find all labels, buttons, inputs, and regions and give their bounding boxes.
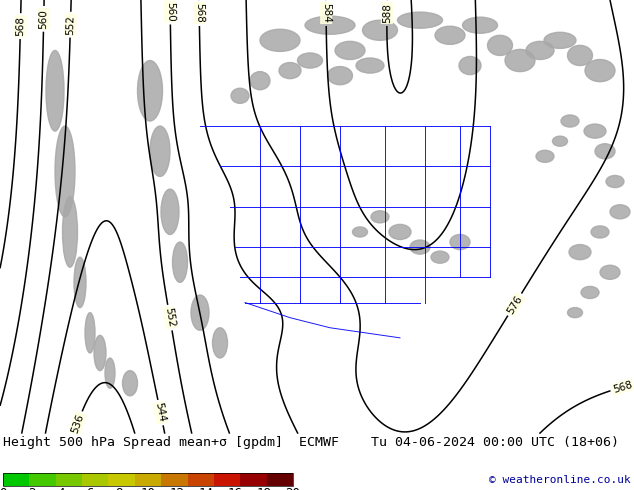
Ellipse shape: [363, 20, 398, 40]
Ellipse shape: [462, 17, 498, 33]
Text: 568: 568: [194, 3, 204, 23]
Text: 6: 6: [86, 488, 94, 490]
Bar: [82, 473, 108, 486]
Ellipse shape: [450, 235, 470, 249]
Text: 584: 584: [321, 3, 331, 23]
Ellipse shape: [431, 251, 449, 263]
Ellipse shape: [63, 196, 77, 267]
Text: 12: 12: [169, 488, 184, 490]
Ellipse shape: [459, 56, 481, 74]
Ellipse shape: [356, 58, 384, 73]
Ellipse shape: [305, 16, 355, 34]
Text: 576: 576: [505, 294, 524, 316]
Ellipse shape: [561, 115, 579, 127]
Ellipse shape: [552, 136, 567, 146]
Text: 552: 552: [65, 15, 75, 35]
Ellipse shape: [161, 189, 179, 235]
Ellipse shape: [55, 126, 75, 217]
Ellipse shape: [435, 26, 465, 45]
Ellipse shape: [260, 29, 300, 51]
Ellipse shape: [74, 257, 86, 308]
Ellipse shape: [250, 72, 270, 90]
Bar: [29, 473, 56, 486]
Bar: [267, 473, 293, 486]
Ellipse shape: [488, 35, 512, 55]
Ellipse shape: [569, 245, 591, 260]
Ellipse shape: [122, 370, 138, 396]
Ellipse shape: [595, 144, 615, 159]
Ellipse shape: [567, 308, 583, 318]
Ellipse shape: [389, 224, 411, 240]
Ellipse shape: [526, 41, 554, 59]
Ellipse shape: [94, 335, 106, 370]
Text: 0: 0: [0, 488, 7, 490]
Ellipse shape: [371, 211, 389, 223]
Text: 18: 18: [257, 488, 271, 490]
Text: 560: 560: [165, 1, 176, 22]
Ellipse shape: [410, 240, 430, 254]
Text: 2: 2: [29, 488, 36, 490]
Text: © weatheronline.co.uk: © weatheronline.co.uk: [489, 475, 631, 485]
Ellipse shape: [585, 59, 615, 82]
Ellipse shape: [191, 295, 209, 330]
Text: 552: 552: [164, 307, 176, 328]
Text: 544: 544: [153, 402, 167, 423]
Text: 14: 14: [198, 488, 214, 490]
Ellipse shape: [46, 50, 64, 131]
Text: 8: 8: [115, 488, 123, 490]
Ellipse shape: [544, 32, 576, 49]
Ellipse shape: [567, 46, 593, 66]
Bar: [161, 473, 188, 486]
Bar: [3, 473, 29, 486]
Text: 10: 10: [141, 488, 155, 490]
Ellipse shape: [600, 265, 620, 279]
Ellipse shape: [150, 126, 170, 176]
Text: 16: 16: [228, 488, 242, 490]
Ellipse shape: [138, 60, 162, 121]
Text: Height 500 hPa Spread mean+σ [gpdm]  ECMWF    Tu 04-06-2024 00:00 UTC (18+06): Height 500 hPa Spread mean+σ [gpdm] ECMW…: [3, 436, 619, 449]
Ellipse shape: [328, 67, 353, 85]
Ellipse shape: [172, 242, 188, 282]
Ellipse shape: [591, 226, 609, 238]
Ellipse shape: [105, 358, 115, 388]
Ellipse shape: [353, 227, 368, 237]
Ellipse shape: [581, 287, 599, 298]
Bar: [188, 473, 214, 486]
Text: 568: 568: [15, 16, 26, 36]
Bar: [214, 473, 240, 486]
Text: 568: 568: [612, 379, 634, 394]
Ellipse shape: [279, 63, 301, 79]
Bar: [135, 473, 161, 486]
Ellipse shape: [606, 175, 624, 188]
Text: 588: 588: [382, 3, 392, 23]
Ellipse shape: [536, 150, 554, 162]
Bar: [108, 473, 135, 486]
Ellipse shape: [231, 88, 249, 103]
Ellipse shape: [610, 205, 630, 219]
Bar: [3, 473, 293, 486]
Text: 20: 20: [285, 488, 301, 490]
Text: 560: 560: [39, 9, 49, 29]
Bar: [56, 473, 82, 486]
Ellipse shape: [584, 124, 606, 138]
Text: 536: 536: [70, 413, 86, 435]
Ellipse shape: [212, 328, 228, 358]
Ellipse shape: [297, 53, 323, 68]
Text: 4: 4: [57, 488, 65, 490]
Ellipse shape: [85, 313, 95, 353]
Ellipse shape: [398, 12, 443, 28]
Ellipse shape: [335, 41, 365, 59]
Ellipse shape: [505, 49, 535, 72]
Bar: [240, 473, 267, 486]
